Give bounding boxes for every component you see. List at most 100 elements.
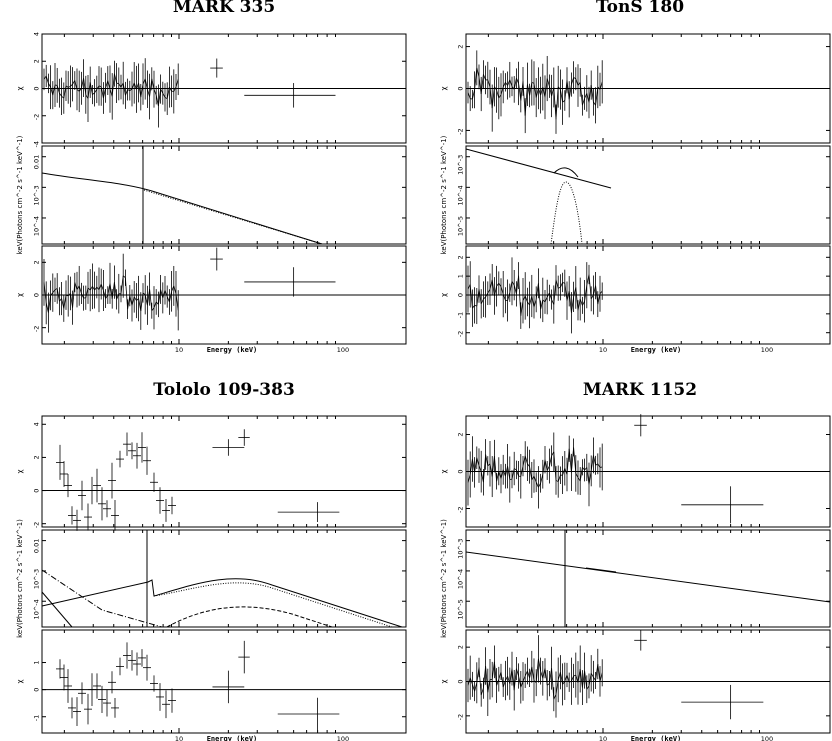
residual-step <box>553 694 557 700</box>
residual-step <box>582 98 585 106</box>
residual-step <box>522 455 526 467</box>
model-component <box>550 181 583 245</box>
residual-step <box>535 88 539 98</box>
residual-step <box>529 82 533 96</box>
residual-step <box>520 466 524 477</box>
y-tick-label: 0 <box>33 688 41 692</box>
residual-step <box>476 457 480 466</box>
residual-step <box>540 670 544 679</box>
residual-step <box>489 86 493 109</box>
residual-step <box>43 75 47 80</box>
residual-step <box>546 683 550 686</box>
residual-step <box>94 286 98 291</box>
panel-frame <box>41 145 407 245</box>
residual-step <box>511 668 515 691</box>
residual-step <box>564 674 568 682</box>
residual-panel: 2 0 -2 χ <box>440 629 831 734</box>
y-axis-label: χ <box>440 86 448 90</box>
residual-step <box>52 84 56 96</box>
y-tick-label: 10^-3 <box>33 185 41 205</box>
residual-step <box>74 282 78 290</box>
model-panel: 0.01 10^-3 10^-4 keV(Photons cm^-2 s^-1 keV… <box>16 519 407 638</box>
residual-step <box>138 82 142 98</box>
quadrant-mark-1152: MARK 1152 2 0 -2 χ 10^-3 10^-4 10^-5 keV(Photons… <box>440 380 831 741</box>
residual-step <box>166 296 170 303</box>
residual-step <box>483 454 486 483</box>
residual-panel: 2 0 -2 χ <box>440 33 831 144</box>
residual-step <box>564 468 568 475</box>
residual-step <box>527 670 530 679</box>
panel-frame <box>41 415 407 528</box>
y-tick-label: -1 <box>33 715 41 721</box>
y-tick-label: 2 <box>457 255 465 259</box>
residual-step <box>599 290 603 295</box>
quadrant-tons-180: TonS 180 2 0 -2 χ 10^-3 10^-4 10^-5 keV(Photons … <box>440 0 831 354</box>
y-tick-label: 2 <box>33 59 41 63</box>
residual-step <box>162 290 166 298</box>
residual-step <box>540 299 544 310</box>
residual-step <box>478 465 482 472</box>
y-tick-label: 10^-5 <box>457 599 465 619</box>
residual-panel: 2 0 -2 χ <box>440 414 831 528</box>
y-tick-label: -4 <box>33 141 41 147</box>
panel-frame <box>465 145 831 245</box>
residual-step <box>116 293 120 300</box>
residual-step <box>551 451 555 457</box>
y-tick-label: 10^-4 <box>33 216 41 236</box>
residual-step <box>147 289 150 306</box>
residual-step <box>529 466 533 481</box>
residual-step <box>595 463 599 466</box>
residual-step <box>533 475 537 483</box>
residual-step <box>489 279 493 290</box>
model-curve <box>41 172 323 245</box>
residual-step <box>52 289 56 293</box>
residual-step <box>496 679 500 686</box>
residual-step <box>531 295 535 308</box>
residual-step <box>511 281 515 286</box>
residual-step <box>485 666 489 693</box>
residual-step <box>494 86 497 91</box>
residual-step <box>478 288 482 304</box>
residual-step <box>516 275 519 294</box>
residual-step <box>155 95 159 107</box>
residual-step <box>136 298 139 301</box>
residual-step <box>584 285 588 302</box>
model-component <box>153 582 393 628</box>
residual-step <box>478 76 482 95</box>
residual-step <box>98 283 102 290</box>
residual-step <box>63 85 67 99</box>
residual-step <box>474 682 478 692</box>
residual-step <box>502 82 506 88</box>
residual-step <box>50 87 54 96</box>
residual-panel: 4 2 0 -2 χ <box>16 415 407 531</box>
residual-step <box>72 282 76 308</box>
residual-step <box>549 455 552 467</box>
residual-step <box>487 288 491 294</box>
residual-step <box>513 668 517 691</box>
residual-step <box>588 673 592 686</box>
residual-step <box>520 681 524 688</box>
residual-step <box>169 291 172 303</box>
y-tick-label: 0 <box>457 87 465 91</box>
residual-step <box>507 292 511 301</box>
y-axis-label: χ <box>16 469 24 473</box>
residual-step <box>542 668 546 679</box>
residual-panel: 2 0 -2 χ <box>16 245 407 345</box>
x-tick-label: 10 <box>599 735 607 741</box>
residual-step <box>533 83 537 98</box>
x-tick-label: 10 <box>599 346 607 354</box>
y-tick-label: 0 <box>457 680 465 684</box>
residual-step <box>586 685 590 690</box>
residual-step <box>472 458 475 473</box>
model-panel: 10^-3 10^-4 10^-5 keV(Photons cm^-2 s^-1 ke… <box>440 519 831 638</box>
residual-step <box>140 84 144 98</box>
residual-step <box>511 86 515 90</box>
residual-step <box>59 298 62 302</box>
y-tick-label: -2 <box>33 114 41 120</box>
residual-step <box>173 86 177 92</box>
residual-step <box>81 78 84 89</box>
residual-step <box>472 684 475 692</box>
residual-step <box>571 296 574 313</box>
residual-step <box>103 290 106 299</box>
residual-step <box>125 89 128 96</box>
